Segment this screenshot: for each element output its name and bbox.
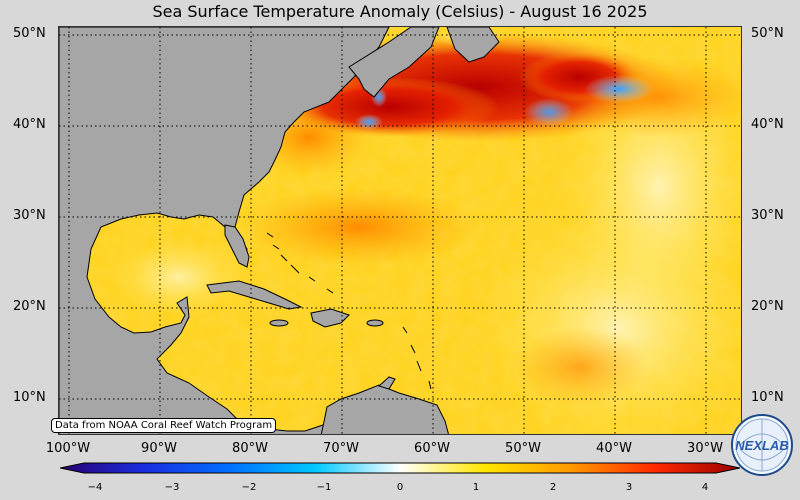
lon-label: 100°W (45, 441, 91, 456)
lon-label: 90°W (141, 441, 177, 456)
colorbar-tick: 3 (625, 482, 633, 493)
colorbar-tick: −4 (87, 482, 103, 493)
data-credit: Data from NOAA Coral Reef Watch Program (51, 418, 277, 433)
logo-text: NEXLAB (735, 438, 788, 453)
lon-label: 50°W (505, 441, 541, 456)
colorbar-tick: 4 (701, 482, 709, 493)
lat-label-left: 10°N (13, 390, 46, 405)
lat-label-right: 40°N (751, 117, 784, 132)
lon-label: 60°W (414, 441, 450, 456)
lon-label: 80°W (232, 441, 268, 456)
colorbar (60, 462, 740, 474)
colorbar-tick: −2 (241, 482, 257, 493)
colorbar-tick: −1 (316, 482, 332, 493)
colorbar-tick: 1 (472, 482, 480, 493)
lat-label-right: 30°N (751, 208, 784, 223)
colorbar-tick: 0 (396, 482, 404, 493)
lat-label-left: 30°N (13, 208, 46, 223)
nexlab-logo-icon: NEXLAB (731, 414, 793, 476)
lat-label-left: 20°N (13, 299, 46, 314)
land-masses (59, 27, 500, 434)
lat-label-right: 20°N (751, 299, 784, 314)
colorbar-tick: 2 (549, 482, 557, 493)
lat-label-left: 40°N (13, 117, 46, 132)
colorbar-tick: −3 (164, 482, 180, 493)
lat-label-right: 50°N (751, 26, 784, 41)
lat-label-left: 50°N (13, 26, 46, 41)
lon-label: 70°W (323, 441, 359, 456)
map-frame (58, 26, 742, 435)
map-title: Sea Surface Temperature Anomaly (Celsius… (152, 2, 648, 21)
graticule (59, 27, 741, 434)
lat-label-right: 10°N (751, 390, 784, 405)
sst-anomaly-map (59, 27, 741, 434)
lon-label: 30°W (687, 441, 723, 456)
lon-label: 40°W (596, 441, 632, 456)
